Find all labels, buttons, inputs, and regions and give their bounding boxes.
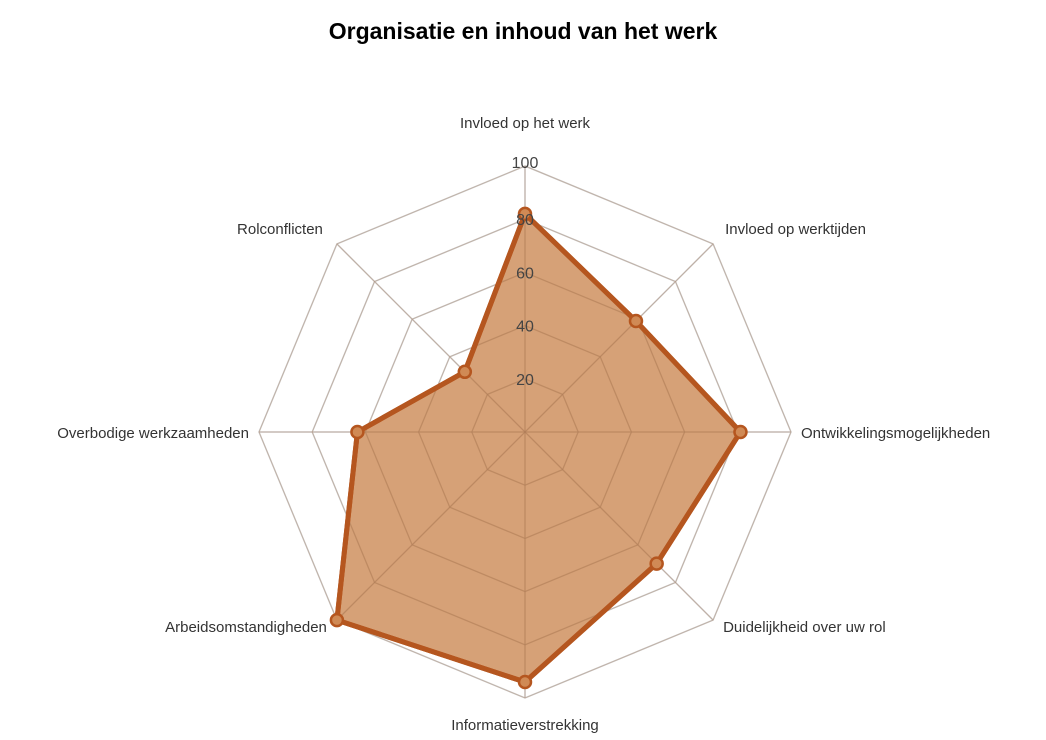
axis-label: Rolconflicten	[237, 221, 323, 238]
data-point	[733, 424, 748, 440]
axis-label: Invloed op werktijden	[725, 221, 866, 238]
axis-label: Invloed op het werk	[460, 115, 591, 132]
grid-ring-overlay	[311, 218, 739, 646]
data-point	[457, 364, 473, 380]
tick-label: 80	[516, 212, 534, 229]
data-point	[649, 556, 664, 571]
grid-ring-overlay	[471, 378, 579, 486]
axis-label: Duidelijkheid over uw rol	[723, 619, 886, 636]
grid-ring-overlay	[364, 271, 686, 593]
axis-label: Overbodige werkzaamheden	[57, 425, 249, 442]
grid-spoke-overlay	[336, 431, 526, 621]
data-area	[334, 211, 743, 685]
tick-label: 20	[516, 372, 534, 389]
data-point	[350, 424, 365, 440]
grid-spoke-overlay	[524, 431, 714, 621]
grid-ring-overlay	[418, 325, 632, 539]
data-point	[517, 674, 533, 690]
data-point	[517, 206, 533, 222]
data-point	[628, 313, 644, 329]
tick-label: 100	[512, 155, 539, 172]
grid-spoke-overlay	[524, 243, 714, 433]
axis-label: Arbeidsomstandigheden	[165, 619, 327, 636]
axis-label: Ontwikkelingsmogelijkheden	[801, 425, 990, 442]
chart-title: Organisatie en inhoud van het werk	[328, 18, 718, 44]
axis-label: Informatieverstrekking	[451, 717, 599, 734]
tick-label: 40	[516, 319, 534, 336]
grid-spoke-overlay	[336, 243, 526, 433]
data-point	[329, 612, 345, 628]
tick-label: 60	[516, 265, 534, 282]
grid-ring-overlay	[258, 165, 792, 699]
